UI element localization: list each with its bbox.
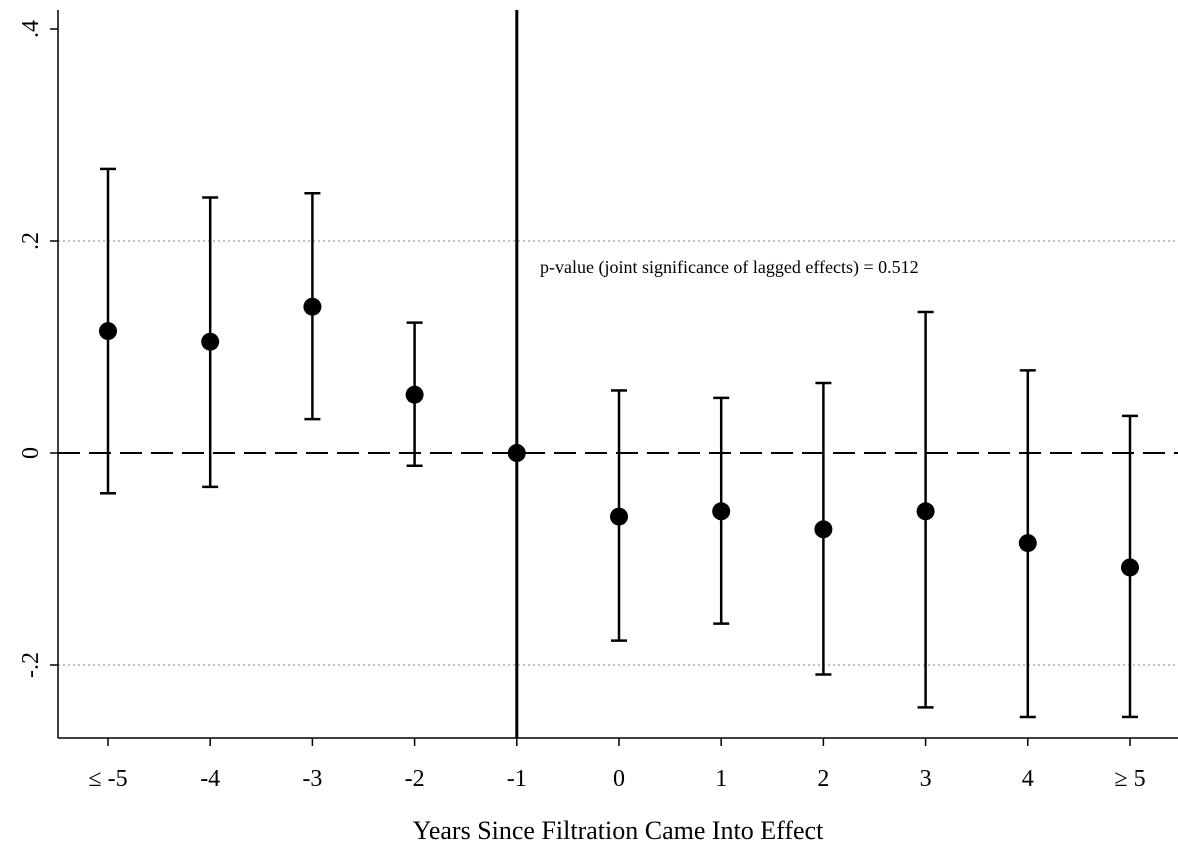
point-estimate — [303, 297, 322, 316]
x-tick-label: -2 — [405, 766, 425, 792]
x-tick-label: 0 — [613, 766, 625, 792]
point-estimate — [814, 520, 833, 539]
point-estimate — [916, 502, 935, 521]
p-value-annotation: p-value (joint significance of lagged ef… — [540, 257, 919, 278]
point-estimate — [1018, 534, 1037, 553]
point-estimate — [99, 322, 117, 341]
x-tick-label: ≥ 5 — [1114, 766, 1145, 792]
point-estimate — [610, 507, 628, 526]
point-estimate — [1121, 558, 1139, 577]
y-tick-label: .2 — [18, 232, 44, 250]
axes — [57, 10, 1178, 739]
y-tick-label: -.2 — [18, 652, 44, 678]
x-axis-label: Years Since Filtration Came Into Effect — [413, 816, 824, 845]
x-tick-label: 3 — [920, 766, 932, 792]
x-tick-label: -4 — [200, 766, 220, 792]
point-estimate — [405, 385, 424, 404]
x-tick-label: 1 — [715, 766, 727, 792]
point-estimate — [712, 502, 731, 521]
x-ticks: ≤ -5 -4 -3 -2 -1 0 1 2 3 4 ≥ 5 — [88, 738, 1146, 792]
x-tick-label: -1 — [507, 766, 527, 792]
y-tick-label: 0 — [18, 447, 44, 459]
x-tick-label: -3 — [302, 766, 322, 792]
y-tick-label: .4 — [18, 20, 44, 38]
x-tick-label: 4 — [1022, 766, 1034, 792]
y-ticks: -.2 0 .2 .4 — [18, 20, 58, 678]
coefficient-marks — [99, 167, 1139, 719]
x-tick-label: ≤ -5 — [88, 766, 127, 792]
point-estimate — [201, 332, 220, 351]
point-estimate — [507, 444, 526, 462]
x-tick-label: 2 — [817, 766, 829, 792]
